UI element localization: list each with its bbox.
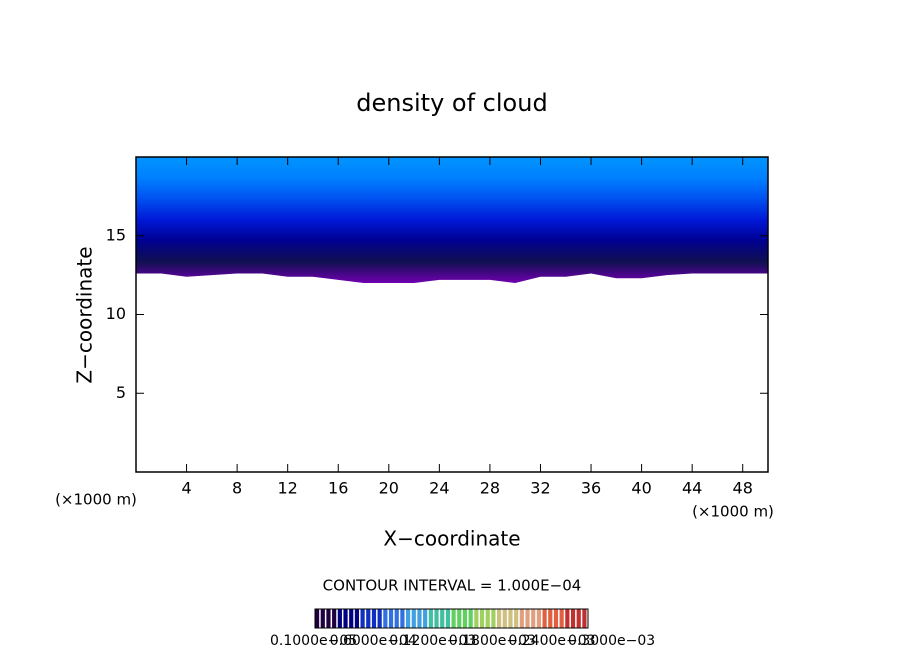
colorbar-swatch: [388, 609, 394, 628]
x-tick-label: 36: [581, 479, 601, 498]
colorbar-swatch: [315, 609, 320, 628]
y-tick-label: 15: [106, 225, 126, 244]
x-tick-label: 24: [429, 479, 449, 498]
y-tick-label: 5: [116, 383, 126, 402]
colorbar-swatch: [377, 609, 382, 628]
y-tick-label: 10: [106, 304, 126, 323]
colorbar-swatch: [406, 609, 411, 628]
x-tick-label: 28: [480, 479, 500, 498]
colorbar-swatch: [497, 609, 502, 628]
x-tick-label: 8: [232, 479, 242, 498]
colorbar-swatch: [326, 609, 331, 628]
colorbar-swatch: [383, 609, 388, 628]
colorbar-swatch: [559, 609, 564, 628]
colorbar-frame: [314, 608, 589, 629]
colorbar-swatch: [457, 609, 462, 628]
colorbar-swatch: [320, 609, 325, 628]
colorbar-swatch: [451, 609, 456, 628]
colorbar-swatch: [531, 609, 536, 628]
x-unit: (×1000 m): [692, 503, 774, 521]
colorbar-swatch: [542, 609, 547, 628]
colorbar-swatch: [576, 609, 581, 628]
colorbar-swatch: [371, 609, 377, 628]
colorbar-swatch: [360, 609, 365, 628]
colorbar-swatch: [417, 609, 422, 628]
colorbar-swatch: [343, 609, 348, 628]
colorbar-swatch: [434, 609, 439, 628]
colorbar-label: 0.1800e−03: [449, 633, 536, 649]
colorbar-swatch: [428, 609, 433, 628]
colorbar-swatch: [502, 609, 507, 628]
colorbar-swatch: [411, 609, 416, 628]
x-tick-label: 16: [328, 479, 348, 498]
colorbar-swatch: [423, 609, 428, 628]
x-tick-label: 32: [530, 479, 550, 498]
colorbar-swatch: [462, 609, 468, 628]
colorbar-swatch: [565, 609, 570, 628]
colorbar-swatch: [366, 609, 371, 628]
colorbar-swatch: [479, 609, 485, 628]
colorbar-swatch: [445, 609, 450, 628]
chart-title: density of cloud: [356, 89, 547, 117]
x-tick-label: 4: [181, 479, 191, 498]
colorbar-swatch: [349, 609, 354, 628]
colorbar-swatch: [485, 609, 490, 628]
x-tick-label: 44: [682, 479, 702, 498]
colorbar-swatch: [491, 609, 496, 628]
colorbar-swatch: [514, 609, 519, 628]
x-tick-label: 40: [631, 479, 651, 498]
y-axis-label: Z−coordinate: [73, 246, 97, 383]
colorbar-swatch: [548, 609, 553, 628]
colorbar-swatch: [553, 609, 559, 628]
x-tick-label: 48: [733, 479, 753, 498]
colorbar-swatch: [474, 609, 479, 628]
y-unit: (×1000 m): [55, 491, 137, 509]
colorbar-label: 0.2400e−03: [508, 633, 595, 649]
contour-interval: CONTOUR INTERVAL = 1.000E−04: [323, 577, 582, 595]
colorbar-swatch: [468, 609, 473, 628]
colorbar-swatch: [536, 609, 541, 628]
colorbar-label: 0.6000e−04: [330, 633, 417, 649]
colorbar-swatch: [354, 609, 359, 628]
colorbar-swatch: [337, 609, 342, 628]
cloud-density-field: [136, 157, 768, 283]
colorbar-swatch: [394, 609, 399, 628]
colorbar-label: 0.1000e−05: [270, 633, 357, 649]
colorbar-swatch: [440, 609, 445, 628]
colorbar-swatch: [525, 609, 530, 628]
colorbar-swatch: [332, 609, 337, 628]
x-tick-label: 12: [278, 479, 298, 498]
x-axis-label: X−coordinate: [383, 527, 520, 551]
colorbar-swatch: [519, 609, 524, 628]
colorbar-label: 0.3000e−03: [568, 633, 655, 649]
colorbar-swatch: [400, 609, 405, 628]
colorbar-swatch: [582, 609, 587, 628]
x-tick-label: 20: [379, 479, 399, 498]
colorbar-swatch: [508, 609, 513, 628]
colorbar-swatch: [570, 609, 576, 628]
colorbar-label: 0.1200e−03: [389, 633, 476, 649]
